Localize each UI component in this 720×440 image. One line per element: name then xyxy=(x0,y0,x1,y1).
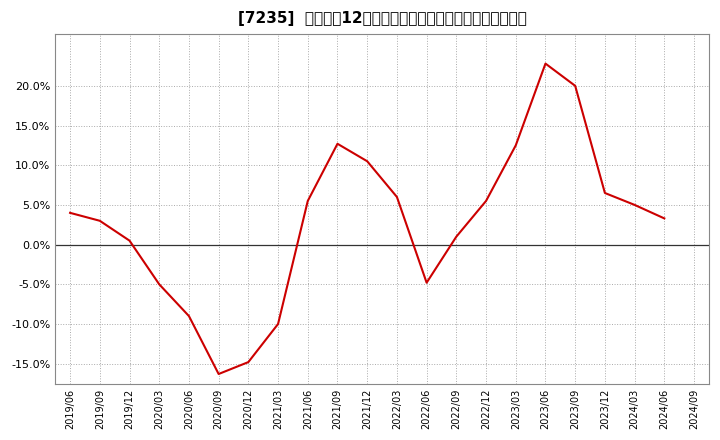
Title: [7235]  売上高の12か月移動合計の対前年同期増減率の推移: [7235] 売上高の12か月移動合計の対前年同期増減率の推移 xyxy=(238,11,526,26)
